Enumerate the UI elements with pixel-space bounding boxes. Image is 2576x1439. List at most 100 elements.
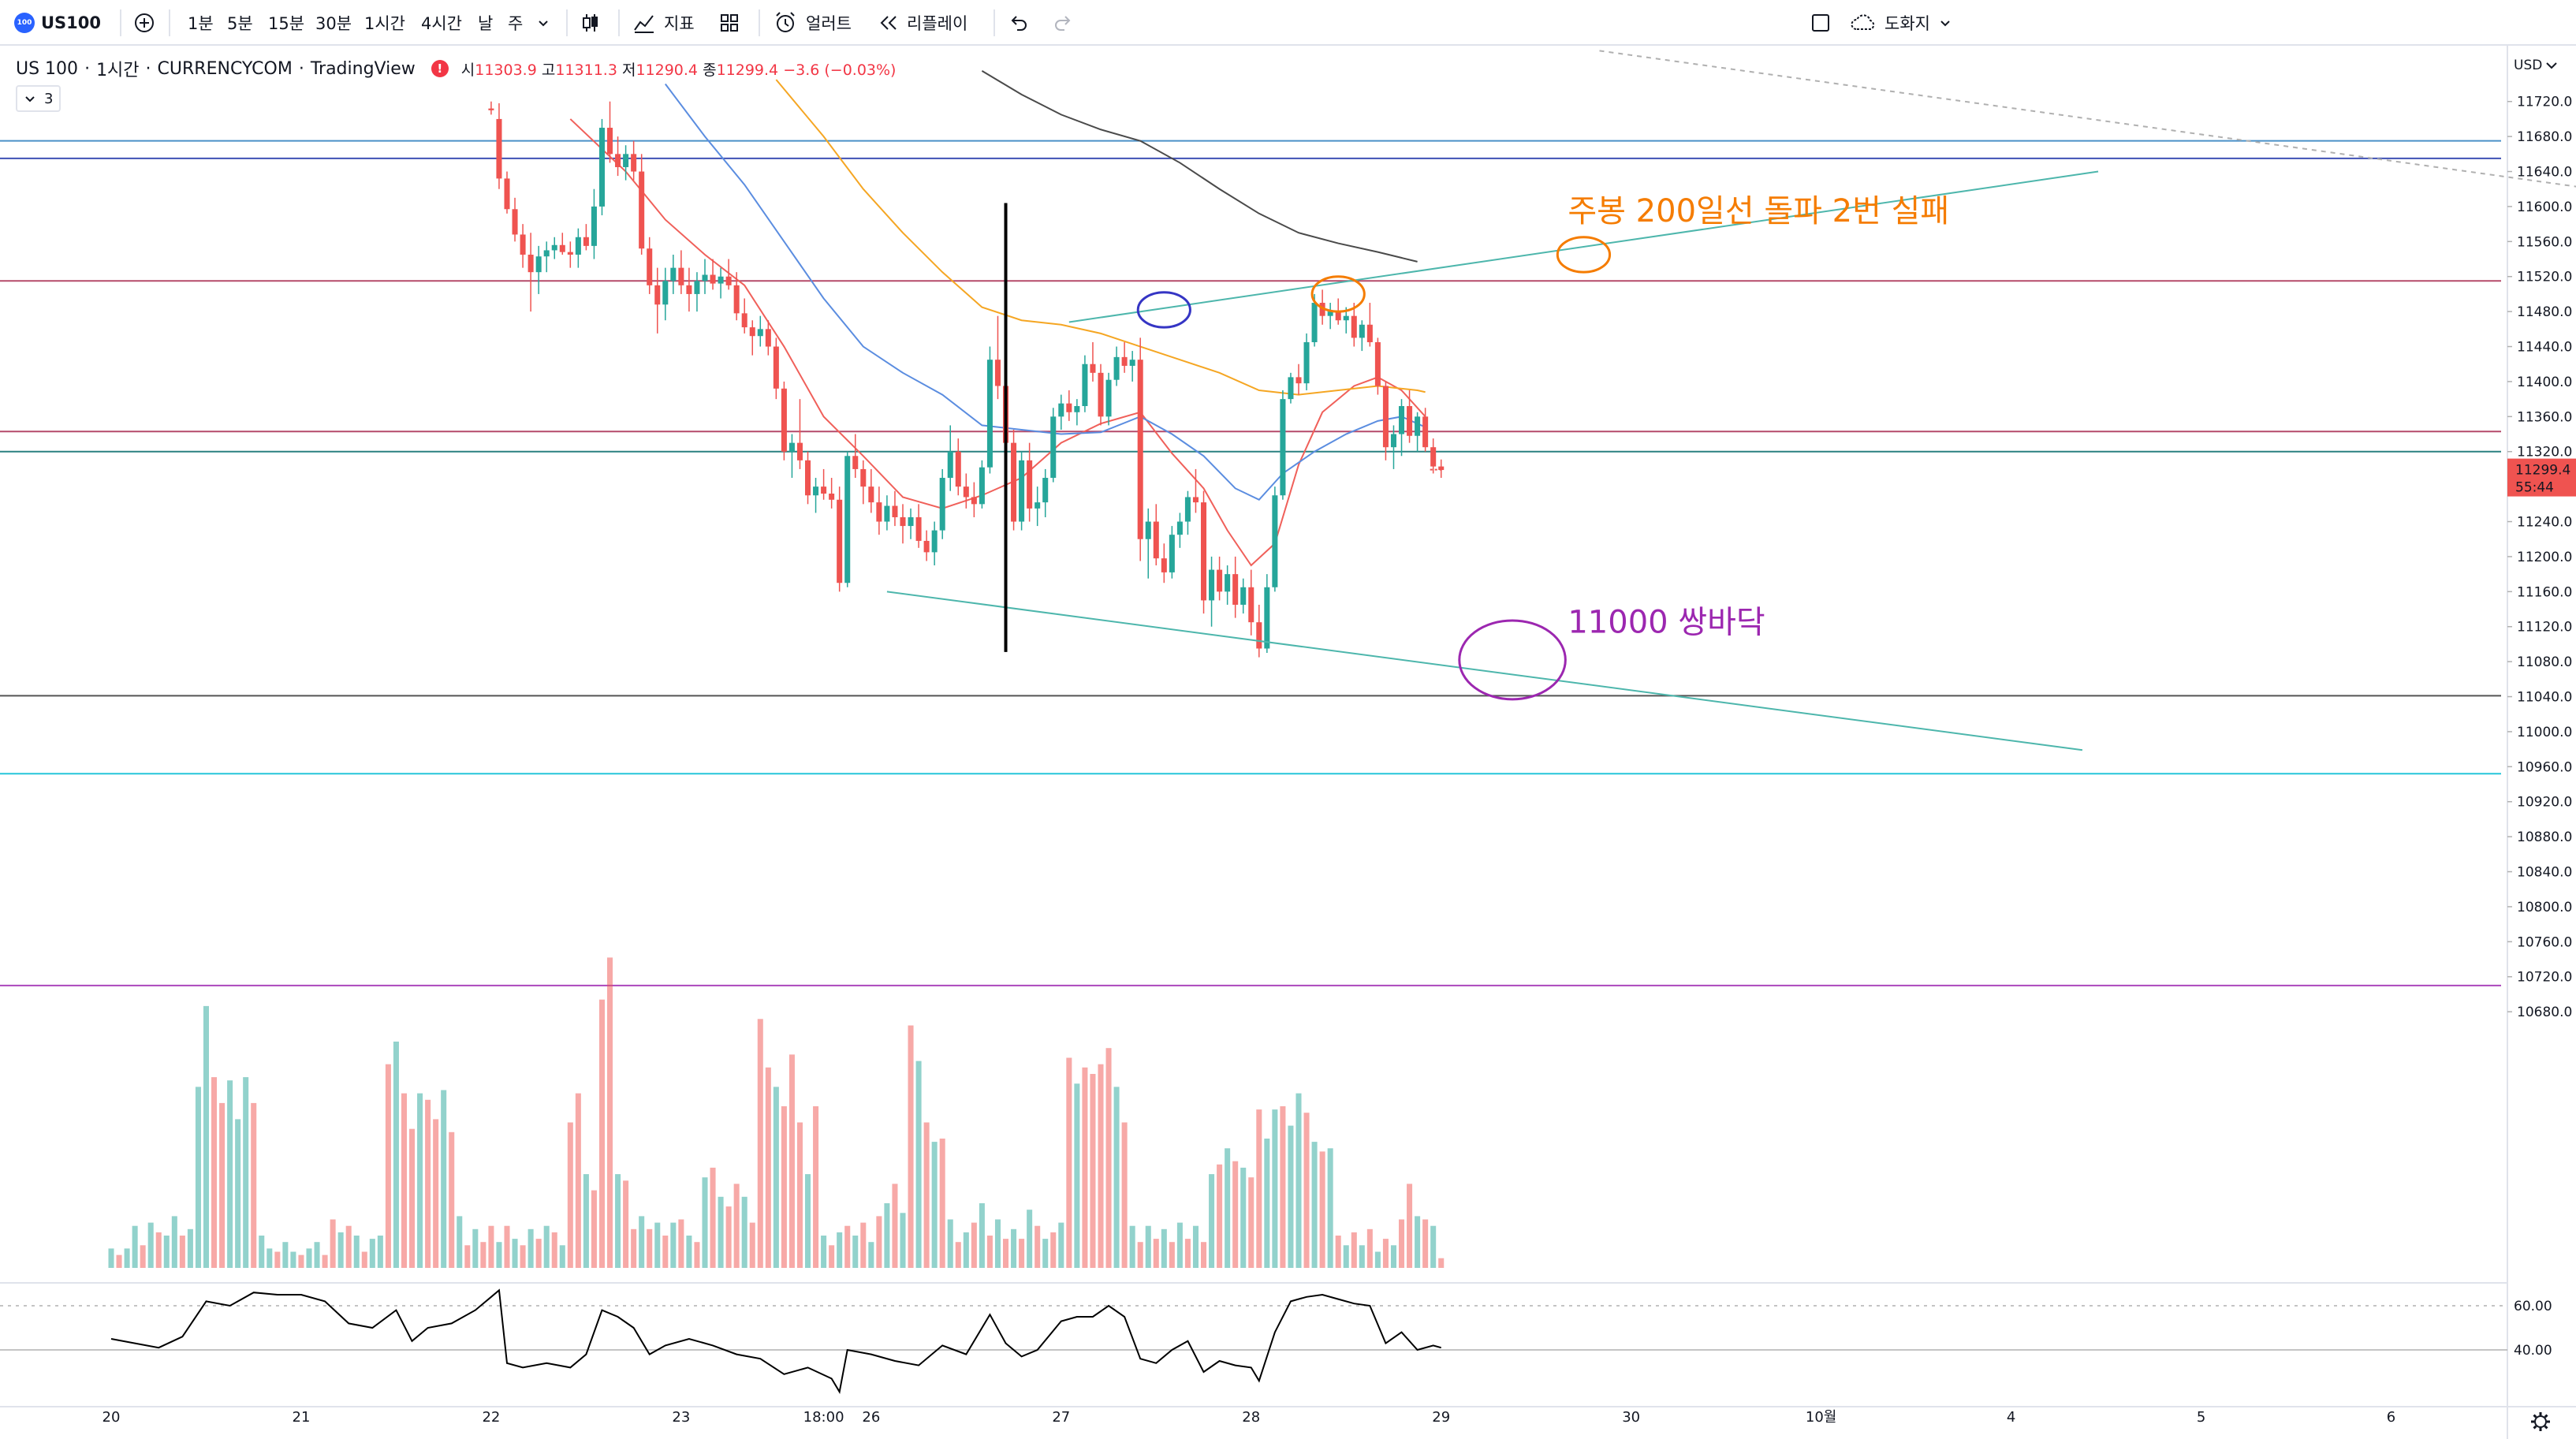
redo-button[interactable]: [1052, 0, 1076, 46]
interval-week[interactable]: 주: [508, 0, 523, 46]
legend-symbol[interactable]: US 100: [16, 58, 79, 79]
candle-body: [1074, 406, 1080, 412]
time-tick-label: 18:00: [803, 1409, 844, 1426]
moving-average-line: [981, 70, 1418, 263]
volume-bar: [1374, 1251, 1381, 1268]
time-tick-label: 22: [482, 1409, 500, 1426]
volume-bar: [528, 1228, 534, 1268]
candle-body: [1280, 399, 1286, 496]
volume-bar: [963, 1232, 969, 1268]
candle-body: [1035, 502, 1041, 509]
drawings[interactable]: [886, 50, 2576, 751]
replay-button[interactable]: 리플레이: [877, 0, 967, 46]
volume-bar: [377, 1236, 383, 1268]
indicators-toggle[interactable]: 3: [16, 85, 62, 112]
interval-4h[interactable]: 4시간: [421, 0, 462, 46]
candle-body: [654, 285, 661, 305]
volume-bar: [290, 1251, 296, 1268]
last-price-badge: [2507, 458, 2576, 497]
market-closed-icon[interactable]: !: [431, 60, 449, 77]
volume-bar: [1105, 1048, 1112, 1268]
price-chart[interactable]: 60.00 40.00 USD 11720.0 11680.0 11640.0 11600…: [0, 46, 2576, 1439]
undo-button[interactable]: [1006, 0, 1030, 46]
volume-bar: [1082, 1067, 1088, 1268]
candle-body: [1090, 363, 1096, 373]
candle-body: [741, 313, 747, 328]
interval-day[interactable]: 날: [478, 0, 493, 46]
annotations: 주봉 200일선 돌파 2번 실패 11000 쌍바닥: [1568, 193, 1949, 641]
candlesticks: [488, 101, 1445, 658]
volume-bar: [1074, 1083, 1080, 1268]
interval-dropdown[interactable]: [536, 0, 550, 46]
volume-bar: [986, 1236, 993, 1268]
volume-bar: [1169, 1242, 1175, 1268]
candle-body: [718, 276, 724, 284]
interval-label: 주: [508, 14, 524, 33]
fullscreen-toggle[interactable]: [1809, 0, 1832, 46]
candle-body: [1098, 372, 1104, 417]
interval-30m[interactable]: 30분: [315, 0, 352, 46]
candle-body: [915, 516, 922, 541]
toolbar-divider: [759, 9, 760, 36]
add-symbol-button[interactable]: [132, 0, 156, 46]
price-axis[interactable]: USD 11720.0 11680.0 11640.0 11600.0 11560.0 11…: [1430, 58, 2576, 1020]
volume-bar: [496, 1242, 502, 1268]
high-value: 11311.3: [555, 61, 617, 79]
candle-body: [1201, 502, 1207, 601]
candle-body: [702, 274, 708, 281]
volume-bar: [1209, 1174, 1215, 1268]
price-tick-label: 11200.0: [2517, 550, 2572, 565]
volume-bar: [1415, 1216, 1421, 1268]
chart-type-button[interactable]: [579, 0, 602, 46]
volume-bar: [1232, 1161, 1239, 1268]
templates-button[interactable]: [718, 0, 741, 46]
price-tick-label: 10800.0: [2517, 900, 2572, 915]
price-tick-label: 10880.0: [2517, 829, 2572, 845]
candle-body: [1288, 377, 1294, 400]
candle-body: [1264, 587, 1270, 649]
volume-bar: [725, 1206, 732, 1268]
candle-body: [1374, 341, 1381, 386]
drawing-label: 도화지: [1884, 14, 1930, 33]
interval-1h[interactable]: 1시간: [364, 0, 405, 46]
interval-label: 4시간: [421, 14, 463, 33]
symbol-search-button[interactable]: 100 US100: [14, 0, 101, 46]
candles-icon: [583, 14, 598, 32]
volume-bar: [598, 999, 605, 1268]
volume-bar: [187, 1228, 193, 1268]
volume-bar: [915, 1061, 922, 1268]
candle-body: [1272, 495, 1278, 587]
volume-bar: [393, 1042, 399, 1268]
interval-1m[interactable]: 1분: [188, 0, 214, 46]
volume-bar: [417, 1093, 423, 1268]
cloud-save-button[interactable]: 도화지: [1848, 0, 1952, 46]
volume-bar: [457, 1216, 463, 1268]
alert-button[interactable]: 얼러트: [773, 0, 852, 46]
volume-bar: [464, 1245, 471, 1268]
candle-body: [1153, 521, 1159, 559]
volume-bar: [1272, 1109, 1278, 1268]
candle-body: [551, 244, 557, 251]
volume-bar: [1382, 1239, 1389, 1268]
interval-5m[interactable]: 5분: [227, 0, 253, 46]
indicators-button[interactable]: 지표: [632, 0, 695, 46]
square-icon: [1812, 14, 1829, 32]
candle-body: [829, 494, 835, 500]
volume-bar: [813, 1106, 819, 1268]
volume-bar: [931, 1142, 938, 1268]
interval-15m[interactable]: 15분: [268, 0, 304, 46]
volume-bar: [140, 1245, 146, 1268]
moving-average-line: [775, 79, 1426, 396]
candle-body: [678, 267, 684, 285]
volume-bar: [1225, 1148, 1231, 1268]
volume-bar: [132, 1225, 138, 1268]
volume-bar: [259, 1236, 265, 1268]
volume-bar: [1280, 1106, 1286, 1268]
time-tick-label: 4: [2007, 1409, 2015, 1426]
candle-body: [1176, 521, 1183, 535]
volume-bar: [543, 1225, 550, 1268]
time-axis[interactable]: 20 21 22 23 18:00 26 27 28 29 30 10월 4 5 6: [103, 1409, 2550, 1431]
candle-body: [559, 244, 565, 252]
highlight-circle: [1310, 275, 1366, 313]
volume-bar: [267, 1248, 273, 1268]
